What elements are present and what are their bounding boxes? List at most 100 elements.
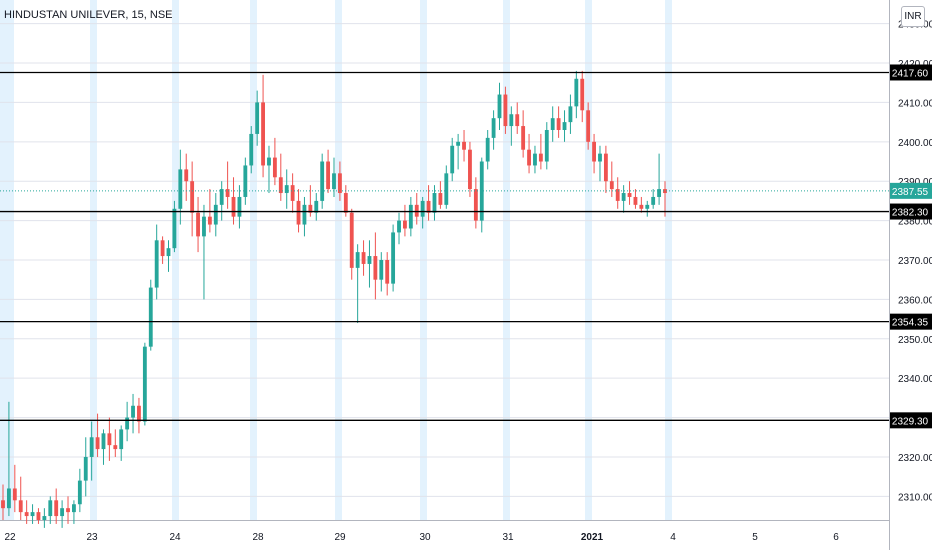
candle-body [509, 114, 514, 127]
candle-body [261, 102, 265, 166]
candle-body [361, 252, 366, 264]
candle-body [621, 193, 626, 201]
x-tick-label: 24 [169, 532, 181, 543]
candle-body [320, 161, 325, 201]
candle-body [60, 508, 65, 517]
candle-body [450, 145, 455, 174]
last-price-label-bg [890, 182, 932, 199]
level-price-label: 2329.30 [892, 416, 929, 427]
candle-body [302, 204, 307, 225]
candle-body [609, 181, 614, 190]
candle-body [373, 256, 378, 280]
candle-body [562, 122, 567, 130]
candle-body [66, 508, 70, 513]
x-tick-label: 23 [86, 532, 98, 543]
candle-body [284, 185, 289, 194]
currency-button[interactable]: INR [901, 6, 925, 27]
candle-body [385, 260, 390, 284]
candle-body [12, 488, 17, 501]
y-tick-label: 2340.00 [898, 374, 932, 385]
candle-body [178, 169, 183, 209]
candle-body [113, 445, 118, 450]
candle-body [391, 232, 396, 284]
level-price-label: 2417.60 [892, 68, 929, 79]
candle-body [337, 173, 342, 194]
y-tick-label: 2310.00 [898, 492, 932, 503]
y-tick-label: 2380.00 [898, 217, 932, 228]
candle-body [148, 287, 153, 347]
candle-body [89, 437, 94, 457]
candle-body [42, 516, 47, 520]
candle-body [267, 157, 271, 166]
candle-body [426, 200, 431, 213]
candle-body [343, 193, 348, 213]
candle-body [1, 500, 5, 509]
candle-body [527, 149, 531, 166]
candle-body [592, 141, 596, 162]
candle-body [237, 196, 242, 217]
candle-body [473, 189, 478, 221]
candle-body [568, 106, 573, 123]
candle-body [207, 216, 212, 225]
y-tick-label: 2390.00 [898, 177, 932, 188]
x-tick-label: 6 [833, 532, 839, 543]
y-tick-label: 2360.00 [898, 295, 932, 306]
candle-body [196, 212, 200, 237]
candle-body [6, 488, 11, 509]
candle-body [54, 500, 59, 517]
candle-body [485, 137, 490, 162]
candle-body [651, 196, 656, 205]
y-tick-label: 2320.00 [898, 453, 932, 464]
candle-body [456, 141, 461, 146]
x-tick-label: 5 [752, 532, 758, 543]
candle-body [639, 204, 644, 209]
candle-body [290, 185, 295, 201]
candle-body [432, 193, 437, 213]
level-price-label-bg [890, 64, 932, 81]
candle-body [326, 161, 331, 190]
candle-body [503, 94, 508, 127]
candle-body [444, 173, 449, 205]
candle-body [142, 346, 147, 422]
candle-body [72, 504, 76, 513]
candle-body [462, 141, 466, 150]
candle-body [544, 130, 549, 162]
candle-body [408, 204, 413, 229]
candle-body [225, 189, 230, 197]
candle-body [249, 133, 254, 166]
candle-body [550, 118, 555, 130]
candle-body [243, 165, 248, 197]
candle-body [36, 512, 41, 520]
candle-body [379, 260, 384, 280]
candle-body [278, 177, 283, 194]
level-price-label-bg [890, 412, 932, 429]
candle-body [414, 204, 419, 217]
candle-body [598, 153, 602, 162]
candle-body [172, 208, 177, 249]
candle-body [468, 149, 472, 190]
candle-body [332, 173, 336, 190]
x-tick-label: 2021 [581, 532, 604, 543]
candle-body [83, 456, 88, 481]
level-price-label: 2382.30 [892, 208, 929, 219]
y-tick-label: 2350.00 [898, 335, 932, 346]
candle-body [497, 94, 502, 119]
candle-body [231, 196, 236, 217]
candle-body [308, 204, 313, 213]
last-price-label: 2387.55 [892, 187, 929, 198]
candle-body [556, 118, 561, 130]
candle-body [627, 193, 632, 197]
candle-body [137, 405, 141, 422]
candle-body [314, 200, 319, 213]
candle-body [24, 512, 29, 517]
x-tick-label: 29 [334, 532, 346, 543]
candle-body [479, 161, 484, 221]
candle-body [645, 204, 650, 209]
candle-body [603, 153, 608, 182]
candle-body [438, 193, 443, 205]
candle-body [491, 118, 496, 138]
candle-body [272, 157, 277, 178]
candle-body [580, 78, 585, 111]
